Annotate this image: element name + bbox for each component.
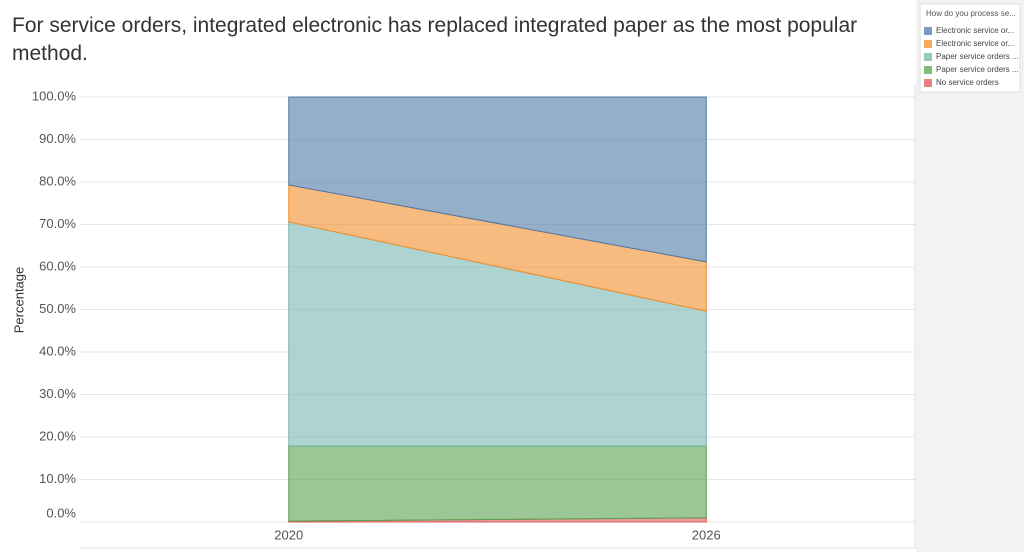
legend-swatch bbox=[924, 66, 932, 74]
legend-swatch bbox=[924, 27, 932, 35]
legend-label: No service orders bbox=[936, 78, 999, 87]
y-tick-label: 80.0% bbox=[39, 173, 76, 188]
y-tick-label: 30.0% bbox=[39, 386, 76, 401]
y-tick-label: 100.0% bbox=[32, 88, 77, 103]
x-tick-label: 2020 bbox=[274, 527, 303, 542]
legend-title: How do you process se... bbox=[926, 9, 1016, 18]
y-tick-label: 10.0% bbox=[39, 471, 76, 486]
area bbox=[288, 96, 707, 263]
legend-label: Paper service orders ... bbox=[936, 52, 1019, 61]
y-tick-label: 50.0% bbox=[39, 301, 76, 316]
legend-label: Electronic service or... bbox=[936, 39, 1014, 48]
y-tick-label: 20.0% bbox=[39, 428, 76, 443]
chart-title: For service orders, integrated electroni… bbox=[12, 14, 858, 65]
legend-box bbox=[919, 3, 1021, 93]
y-tick-label: 90.0% bbox=[39, 131, 76, 146]
area bbox=[288, 445, 707, 522]
legend: Electronic service or... Electronic servi… bbox=[924, 26, 1019, 87]
legend-label: Electronic service or... bbox=[936, 26, 1014, 35]
y-tick-label: 60.0% bbox=[39, 258, 76, 273]
x-tick-label: 2026 bbox=[692, 527, 721, 542]
y-tick-label: 40.0% bbox=[39, 343, 76, 358]
y-axis-label: Percentage bbox=[11, 267, 26, 334]
legend-label: Paper service orders ... bbox=[936, 65, 1019, 74]
y-tick-label: 0.0% bbox=[46, 505, 76, 520]
legend-swatch bbox=[924, 53, 932, 61]
y-tick-label: 70.0% bbox=[39, 216, 76, 231]
legend-swatch bbox=[924, 40, 932, 48]
legend-swatch bbox=[924, 79, 932, 87]
